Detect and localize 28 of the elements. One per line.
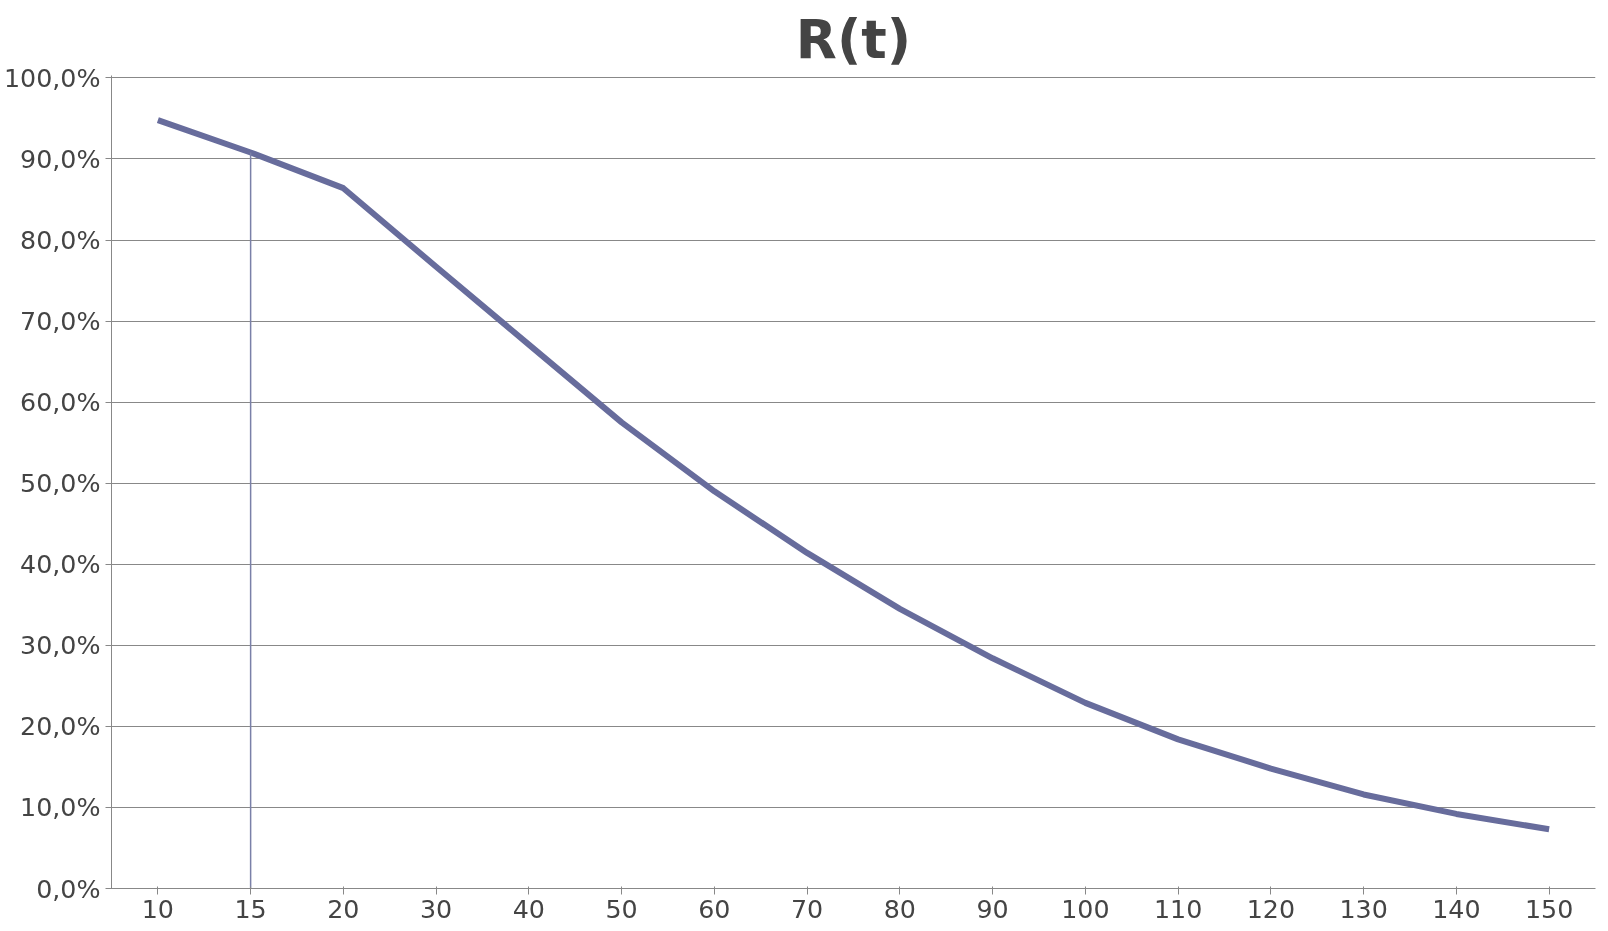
x-tick-label: 100 [1061, 893, 1110, 924]
y-tick-label: 40,0% [20, 549, 101, 580]
chart-title: R(t) [795, 7, 912, 71]
y-tick-label: 60,0% [20, 387, 101, 418]
x-tick-label: 70 [791, 893, 824, 924]
x-tick-label: 50 [605, 893, 638, 924]
y-tick-label: 0,0% [36, 873, 101, 904]
x-tick-label: 10 [141, 893, 174, 924]
y-tick-label: 100,0% [3, 62, 101, 93]
x-tick-label: 20 [327, 893, 360, 924]
x-tick-label: 30 [420, 893, 453, 924]
x-tick-label: 80 [883, 893, 916, 924]
y-tick-label: 90,0% [20, 143, 101, 174]
y-tick-label: 20,0% [20, 711, 101, 742]
y-tick-label: 80,0% [20, 225, 101, 256]
x-tick-label: 60 [698, 893, 731, 924]
x-tick-label: 130 [1339, 893, 1388, 924]
y-tick-label: 30,0% [20, 630, 101, 661]
y-tick-label: 10,0% [20, 792, 101, 823]
x-tick-label: 150 [1524, 893, 1574, 924]
x-tick-label: 40 [512, 893, 545, 924]
y-tick-label: 50,0% [20, 468, 101, 499]
x-tick-label: 90 [976, 893, 1009, 924]
x-tick-label: 120 [1246, 893, 1296, 924]
y-tick-label: 70,0% [20, 306, 101, 337]
x-tick-label: 110 [1153, 893, 1203, 924]
x-tick-label: 15 [234, 893, 267, 924]
x-tick-label: 140 [1432, 893, 1481, 924]
